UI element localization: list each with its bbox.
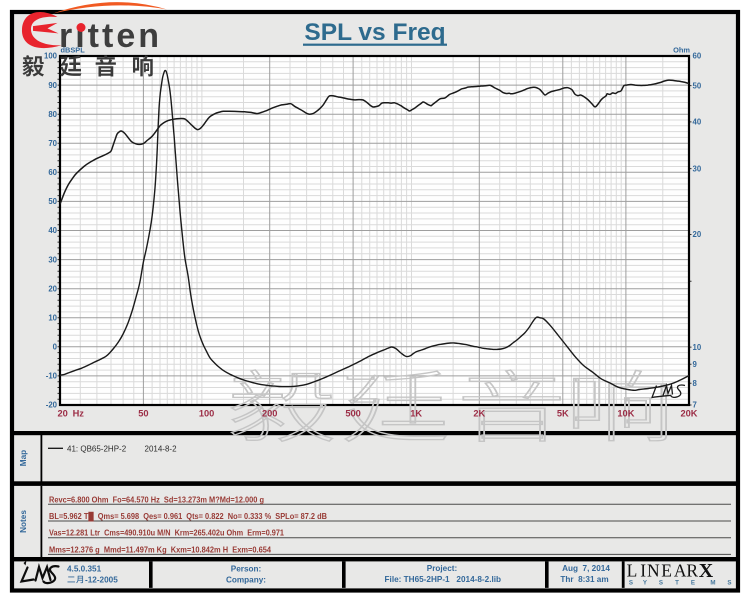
svg-text:Mms=12.376 g Mmd=11.497m Kg: Mms=12.376 g Mmd=11.497m Kg Kxm=10.842m … (49, 545, 272, 554)
svg-text:40: 40 (693, 118, 702, 127)
svg-text:X: X (699, 560, 714, 582)
svg-text:S: S (727, 580, 731, 587)
svg-text:7: 7 (693, 401, 697, 410)
svg-text:30: 30 (693, 164, 702, 173)
svg-text:Notes: Notes (19, 510, 28, 533)
svg-text:Revc=6.800 Ohm Fo=64.570 Hz: Revc=6.800 Ohm Fo=64.570 Hz Sd=13.273m M… (49, 495, 264, 504)
svg-text:80: 80 (48, 110, 57, 119)
svg-text:60: 60 (693, 52, 702, 61)
svg-text:-10: -10 (46, 372, 58, 381)
svg-text:Vas=12.281 Ltr Cms=490.910u M: Vas=12.281 Ltr Cms=490.910u M/N Krm=265.… (49, 529, 284, 538)
svg-text:60: 60 (48, 168, 57, 177)
svg-text:Map: Map (19, 450, 28, 466)
svg-text:SPL vs Freq: SPL vs Freq (304, 19, 445, 46)
svg-text:30: 30 (48, 255, 57, 264)
svg-text:20: 20 (58, 409, 68, 419)
svg-text:70: 70 (48, 139, 57, 148)
svg-text:200: 200 (262, 409, 278, 419)
svg-text:I: I (640, 560, 646, 580)
svg-text:2014-8-2: 2014-8-2 (145, 444, 178, 453)
svg-text:2K: 2K (473, 409, 485, 419)
svg-text:50: 50 (693, 81, 702, 90)
svg-text:20: 20 (48, 284, 57, 293)
svg-text:40: 40 (48, 226, 57, 235)
svg-text:100: 100 (199, 409, 215, 419)
svg-text:Aug 7, 2014: Aug 7, 2014 (562, 564, 610, 573)
svg-text:20K: 20K (680, 409, 697, 419)
svg-text:dBSPL: dBSPL (61, 46, 86, 55)
svg-text:M: M (710, 580, 715, 587)
svg-text:E: E (691, 580, 695, 587)
svg-text:8: 8 (693, 379, 698, 388)
svg-text:10: 10 (693, 343, 702, 352)
svg-text:BL=5.962 T█ Qms= 5.698 Qes=: BL=5.962 T█ Qms= 5.698 Qes= 0.961 Qts= 0… (49, 511, 327, 522)
svg-text:1K: 1K (410, 409, 422, 419)
svg-text:10K: 10K (617, 409, 634, 419)
svg-text:90: 90 (48, 81, 57, 90)
svg-text:S: S (659, 580, 663, 587)
svg-text:N: N (647, 560, 660, 580)
svg-text:A: A (674, 560, 687, 580)
svg-text:Person:: Person: (231, 565, 261, 574)
svg-text:41: QB65-2HP-2: 41: QB65-2HP-2 (67, 444, 127, 453)
svg-text:Ohm: Ohm (673, 46, 690, 55)
svg-text:Hz: Hz (73, 409, 85, 419)
svg-text:0: 0 (53, 343, 58, 352)
svg-text:50: 50 (48, 197, 57, 206)
svg-text:500: 500 (345, 409, 361, 419)
svg-text:20: 20 (693, 230, 702, 239)
svg-text:E: E (661, 560, 672, 580)
svg-text:5K: 5K (557, 409, 569, 419)
svg-text:Thr 8:31 am: Thr 8:31 am (560, 575, 608, 584)
svg-text:Project:: Project: (427, 564, 457, 573)
svg-text:-12-2005: -12-2005 (85, 576, 118, 585)
svg-text:File: TH65-2HP-1 2014-8-2.li: File: TH65-2HP-1 2014-8-2.lib (385, 575, 501, 584)
svg-text:-20: -20 (46, 401, 58, 410)
svg-text:T: T (675, 580, 679, 587)
svg-text:S: S (629, 580, 633, 587)
svg-text:Company:: Company: (226, 576, 266, 585)
svg-text:50: 50 (138, 409, 148, 419)
svg-text:L: L (627, 560, 638, 580)
svg-text:10: 10 (48, 313, 57, 322)
svg-text:Y: Y (643, 580, 648, 587)
svg-text:9: 9 (693, 360, 698, 369)
svg-text:R: R (686, 560, 698, 580)
svg-text:100: 100 (44, 52, 58, 61)
svg-text:rıtten: rıtten (59, 17, 162, 55)
svg-text:4.5.0.351: 4.5.0.351 (67, 565, 102, 574)
